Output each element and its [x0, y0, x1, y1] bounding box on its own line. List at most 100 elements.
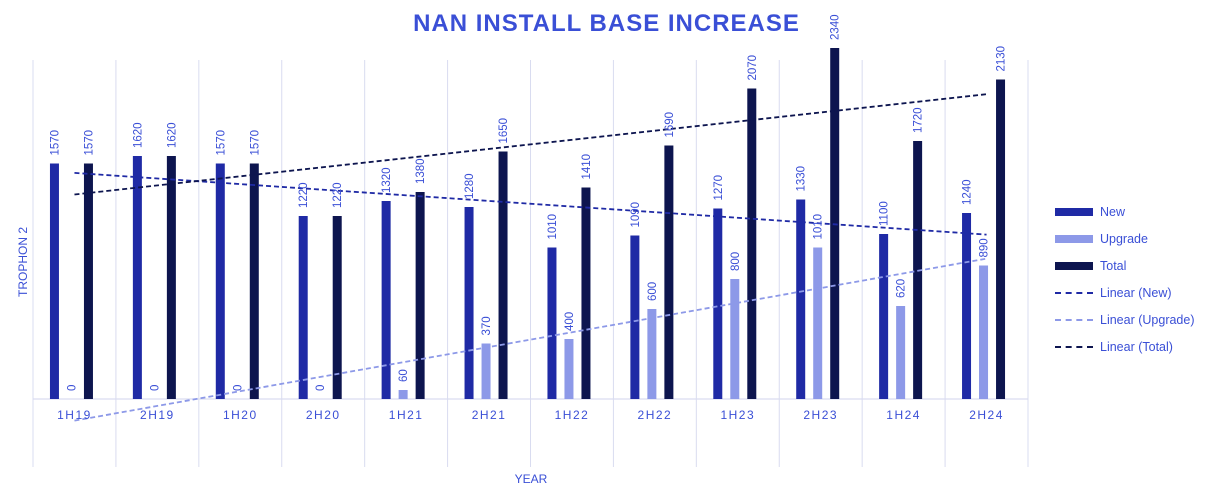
x-tick-2h24: 2H24 [969, 408, 1004, 422]
bar-total-1h21 [415, 192, 425, 399]
bar-new-2h20 [298, 216, 308, 399]
bar-total-2h20 [332, 216, 342, 399]
x-tick-1h23: 1H23 [720, 408, 755, 422]
bar-upgrade-2h22 [647, 309, 657, 399]
trendline-total [74, 93, 987, 196]
data-label-total-2h22: 1690 [664, 112, 676, 138]
legend-swatch-total [1055, 261, 1093, 270]
legend: New Upgrade Total Linear (New) Linear (Upgra… [1055, 198, 1195, 360]
data-label-total-2h21: 1650 [498, 118, 510, 144]
x-tick-2h20: 2H20 [306, 408, 341, 422]
bar-upgrade-1h21 [398, 390, 408, 399]
data-label-new-1h22: 1010 [547, 214, 559, 240]
bar-upgrade-2h24 [979, 265, 989, 399]
data-label-new-1h21: 1320 [381, 167, 393, 193]
bar-new-1h23 [713, 208, 723, 399]
data-label-total-1h22: 1410 [581, 154, 593, 180]
bar-new-1h24 [879, 234, 889, 399]
bar-upgrade-1h24 [896, 306, 906, 399]
bar-upgrade-1h23 [730, 279, 740, 399]
bar-new-2h22 [630, 235, 640, 399]
data-label-upgrade-1h24: 620 [896, 279, 908, 298]
legend-item-new: New [1055, 198, 1195, 225]
x-tick-2h23: 2H23 [803, 408, 838, 422]
legend-item-total: Total [1055, 252, 1195, 279]
data-label-new-1h24: 1100 [879, 201, 891, 226]
bar-total-2h21 [498, 151, 508, 399]
legend-swatch-new [1055, 207, 1093, 216]
legend-label-upgrade: Upgrade [1100, 231, 1148, 246]
data-label-new-2h23: 1330 [796, 166, 808, 192]
bar-total-1h22 [581, 187, 591, 399]
data-label-new-1h20: 1570 [215, 130, 227, 156]
bar-upgrade-1h22 [564, 339, 574, 399]
legend-label-linear-upgrade: Linear (Upgrade) [1100, 312, 1195, 327]
x-tick-2h19: 2H19 [140, 408, 175, 422]
x-tick-2h22: 2H22 [638, 408, 673, 422]
legend-item-linear-new: Linear (New) [1055, 279, 1195, 306]
bar-new-2h19 [132, 156, 142, 399]
data-label-total-1h21: 1380 [415, 158, 427, 184]
legend-swatch-upgrade [1055, 234, 1093, 243]
data-label-new-2h24: 1240 [962, 179, 974, 205]
legend-label-new: New [1100, 204, 1126, 219]
data-label-total-2h20: 1220 [332, 182, 344, 208]
x-axis-title: YEAR [515, 472, 548, 486]
legend-swatch-linear-new [1055, 291, 1093, 294]
trendline-upgrade [74, 257, 987, 422]
data-label-new-2h20: 1220 [298, 182, 310, 208]
x-tick-1h22: 1H22 [555, 408, 590, 422]
bar-upgrade-2h23 [813, 247, 823, 399]
trendlines [74, 93, 987, 422]
legend-label-linear-new: Linear (New) [1100, 285, 1172, 300]
data-label-new-1h19: 1570 [49, 130, 61, 156]
x-tick-1h19: 1H19 [57, 408, 92, 422]
data-label-upgrade-1h23: 800 [730, 252, 742, 271]
data-label-upgrade-1h19: 0 [66, 385, 78, 391]
bar-new-1h21 [381, 201, 391, 399]
grid-lines [32, 60, 1029, 467]
data-label-upgrade-1h20: 0 [232, 385, 244, 391]
bar-upgrade-2h21 [481, 343, 491, 399]
bar-total-2h19 [166, 156, 176, 399]
data-label-total-2h19: 1620 [166, 122, 178, 148]
data-label-upgrade-2h23: 1010 [813, 214, 825, 240]
data-label-new-2h22: 1090 [630, 202, 642, 228]
bar-new-1h19 [49, 163, 59, 399]
x-tick-1h24: 1H24 [886, 408, 921, 422]
data-label-total-2h24: 2130 [996, 46, 1008, 72]
bar-new-2h23 [796, 199, 806, 399]
data-label-new-2h21: 1280 [464, 173, 476, 199]
trendline-new [74, 171, 987, 236]
data-label-total-1h19: 1570 [83, 130, 95, 156]
legend-item-linear-total: Linear (Total) [1055, 333, 1195, 360]
bar-new-1h20 [215, 163, 225, 399]
bar-total-1h19 [83, 163, 93, 399]
data-label-upgrade-2h24: 890 [979, 238, 991, 257]
bar-new-2h24 [962, 213, 972, 399]
data-label-new-2h19: 1620 [132, 122, 144, 148]
data-label-upgrade-1h22: 400 [564, 312, 576, 331]
legend-swatch-linear-total [1055, 345, 1093, 348]
legend-item-upgrade: Upgrade [1055, 225, 1195, 252]
bar-new-1h22 [547, 247, 557, 399]
legend-item-linear-upgrade: Linear (Upgrade) [1055, 306, 1195, 333]
data-labels: 1570 1620 1570 1220 1320 1280 1010 1090 1270 1330… [49, 14, 1007, 391]
bar-total-2h24 [996, 79, 1006, 399]
x-tick-1h21: 1H21 [389, 408, 424, 422]
data-label-upgrade-2h20: 0 [315, 385, 327, 391]
legend-label-linear-total: Linear (Total) [1100, 339, 1173, 354]
bar-new-2h21 [464, 207, 474, 399]
bar-total-1h20 [249, 163, 259, 399]
bar-total-2h22 [664, 145, 674, 399]
data-label-upgrade-2h21: 370 [481, 316, 493, 335]
y-axis-title: TROPHON 2 [16, 227, 30, 297]
data-label-total-1h20: 1570 [249, 130, 261, 156]
data-label-total-2h23: 2340 [830, 14, 842, 40]
data-label-total-1h23: 2070 [747, 55, 759, 81]
x-tick-2h21: 2H21 [472, 408, 507, 422]
x-tick-labels: 1H19 2H19 1H20 2H20 1H21 2H21 1H22 2H22 1H23 2H23… [57, 408, 1004, 422]
data-label-total-1h24: 1720 [913, 107, 925, 133]
data-label-new-1h23: 1270 [713, 175, 725, 201]
